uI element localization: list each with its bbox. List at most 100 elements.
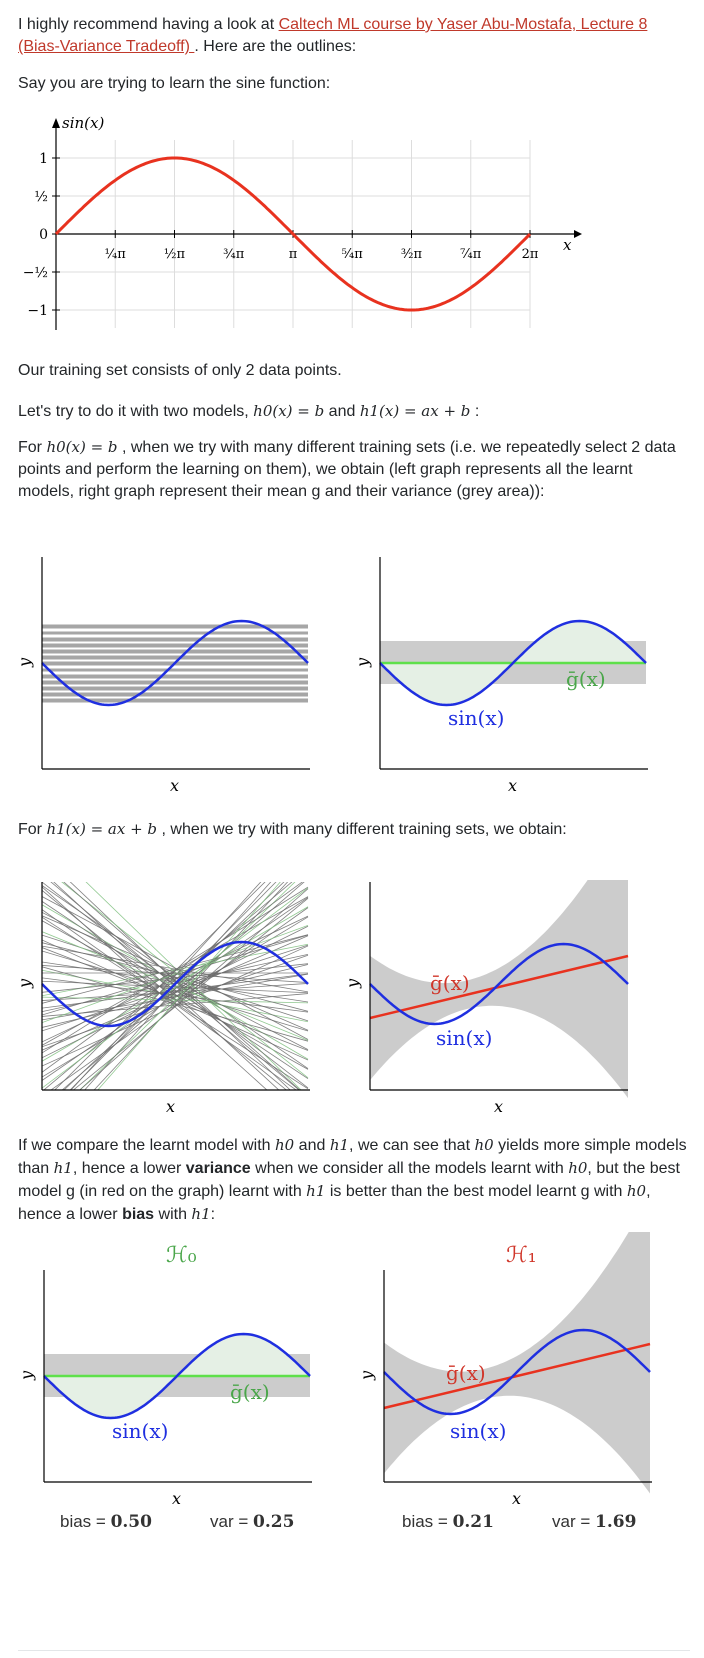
h0-models-sin-curve — [41, 619, 309, 707]
h1-mean-line — [369, 954, 629, 1020]
h1-model-line — [54, 882, 266, 1090]
compare-paragraph: If we compare the learnt model with h0 a… — [18, 1134, 690, 1226]
h1-models-plot: y x — [18, 882, 310, 1116]
sine-y-tick-label: 1 — [39, 151, 48, 167]
h0-mean-y-label: y — [356, 657, 372, 668]
sine-plot: sin(x) x 1 ½ 0 −½ −1 ¼π ½π ¾π π ⁵⁄₄π ³⁄₂π ⁷⁄₄π 2π — [23, 114, 582, 330]
compare-h1d: h1 — [191, 1205, 211, 1223]
models-paragraph: Let's try to do it with two models, h0(x… — [18, 400, 690, 423]
intro-suffix: . Here are the outlines: — [194, 38, 357, 55]
sine-y-tick-label: −1 — [27, 303, 48, 319]
sine-x-tick-label: ¾π — [223, 247, 245, 262]
sine-x-tick-label: ½π — [164, 247, 186, 262]
sine-x-ticks: ¼π ½π ¾π π ⁵⁄₄π ³⁄₂π ⁷⁄₄π 2π — [105, 230, 539, 262]
h0-title: ℋ₀ — [166, 1243, 197, 1268]
h1-model-line — [42, 916, 309, 1078]
h1-model-line — [42, 886, 268, 1090]
h1-model-line — [42, 901, 309, 1079]
compare-t2: and — [294, 1137, 330, 1154]
h1-model-line — [42, 996, 309, 1004]
caltech-course-link[interactable]: Caltech ML course by Yaser Abu-Mostafa, … — [18, 16, 648, 55]
h0-final-plot: ℋ₀ y x ḡ(x) sin(x) — [20, 1243, 312, 1508]
h0-var-label: var = — [210, 1512, 253, 1531]
h1-model-line — [42, 963, 309, 993]
h1-model-line — [42, 954, 309, 1048]
h0-mean-plot: y x ḡ(x) sin(x) — [356, 557, 648, 795]
h0-gbar-label: ḡ(x) — [566, 667, 606, 691]
h0-mean-sin-curve — [379, 619, 647, 707]
compare-h0c: h0 — [568, 1159, 588, 1177]
training-paragraph: Our training set consists of only 2 data… — [18, 362, 342, 379]
compare-h0b: h0 — [474, 1136, 494, 1154]
h0-model-lines — [42, 624, 308, 703]
sine-x-tick-label: ¼π — [105, 247, 127, 262]
h1-model-line — [42, 964, 309, 1028]
compare-t4: yields more simple models than — [18, 1137, 687, 1177]
h1-bias-value: 0.21 — [452, 1512, 494, 1532]
compare-h0d: h0 — [626, 1182, 647, 1200]
compare-t6: when we consider all the models learnt w… — [250, 1160, 569, 1177]
h0-models-x-label: x — [170, 776, 179, 795]
h1-gbar-label: ḡ(x) — [430, 971, 470, 995]
intro-text: I highly recommend having a look at — [18, 16, 279, 33]
h0-formula: h0(x) = b — [253, 402, 325, 420]
h1-model-lines — [42, 882, 309, 1090]
compare-t9: , hence a lower — [18, 1183, 651, 1223]
sine-curve — [54, 156, 532, 312]
sine-x-tick-label: ³⁄₂π — [401, 247, 423, 262]
h1-var-stat: var = 1.69 — [552, 1512, 636, 1532]
h1-model-line — [42, 887, 309, 1089]
compare-t3: , we can see that — [349, 1137, 475, 1154]
compare-bias: bias — [122, 1206, 155, 1223]
sine-y-tick-label: −½ — [23, 265, 48, 281]
sine-grid — [56, 140, 531, 328]
h1-model-line — [42, 912, 309, 1050]
h1-model-line — [42, 916, 309, 1090]
h0-mean-x-label: x — [508, 776, 517, 795]
h1-model-line — [84, 882, 272, 1090]
h1-model-line — [42, 973, 309, 1009]
h0-bias-stat: bias = 0.50 — [60, 1512, 152, 1532]
h1-final-sin-label: sin(x) — [450, 1419, 506, 1443]
models-text: Let's try to do it with two models, — [18, 403, 254, 420]
h0-final-sin-label: sin(x) — [112, 1419, 168, 1443]
compare-t1: If we compare the learnt model with — [18, 1137, 276, 1154]
h1-final-variance-band — [384, 1232, 650, 1494]
h1-model-line — [63, 882, 301, 1090]
h1-mean-y-label: y — [346, 978, 362, 989]
compare-t7: , but the best model g (in red on the gr… — [18, 1160, 680, 1200]
sine-y-ticks: 1 ½ 0 −½ −1 — [23, 151, 60, 319]
h1-mean-plot: y x ḡ(x) sin(x) — [346, 880, 629, 1116]
h1-model-line — [42, 966, 309, 1042]
h1-final-plot: ℋ₁ y x ḡ(x) sin(x) — [360, 1232, 652, 1508]
h1-model-line — [42, 977, 309, 1013]
h0-var-value: 0.25 — [253, 1512, 295, 1532]
h1-final-sin-curve — [383, 1328, 651, 1416]
h0-para-prefix: For — [18, 439, 47, 456]
h0-final-sin-curve — [43, 1332, 311, 1420]
h1-model-line — [53, 882, 280, 1090]
sine-x-tick-label: ⁷⁄₄π — [460, 247, 482, 262]
h1-models-y-label: y — [18, 978, 34, 989]
h1-sin-label: sin(x) — [436, 1026, 492, 1050]
h0-models-plot: y x — [18, 557, 310, 795]
intro-paragraph: I highly recommend having a look at Calt… — [18, 14, 690, 58]
compare-h0a: h0 — [275, 1136, 295, 1154]
h1-model-line — [42, 925, 309, 1023]
h1-formula-inline: h1(x) = ax + b — [46, 820, 158, 838]
compare-h1a: h1 — [329, 1136, 350, 1154]
sine-y-label: sin(x) — [62, 114, 104, 132]
models-mid: and — [324, 403, 360, 420]
compare-h1c: h1 — [306, 1182, 326, 1200]
h1-model-line — [42, 882, 303, 1073]
h0-bias-value: 0.50 — [110, 1512, 152, 1532]
h1-model-line — [97, 882, 281, 1090]
h0-var-stat: var = 0.25 — [210, 1512, 294, 1532]
h1-model-line — [42, 931, 309, 1041]
h1-model-line — [42, 942, 309, 1012]
compare-h1b: h1 — [53, 1159, 73, 1177]
h1-model-line — [42, 934, 309, 1004]
h1-final-y-label: y — [360, 1370, 376, 1381]
sine-y-tick-label: 0 — [39, 227, 48, 243]
h0-final-x-label: x — [172, 1489, 181, 1508]
